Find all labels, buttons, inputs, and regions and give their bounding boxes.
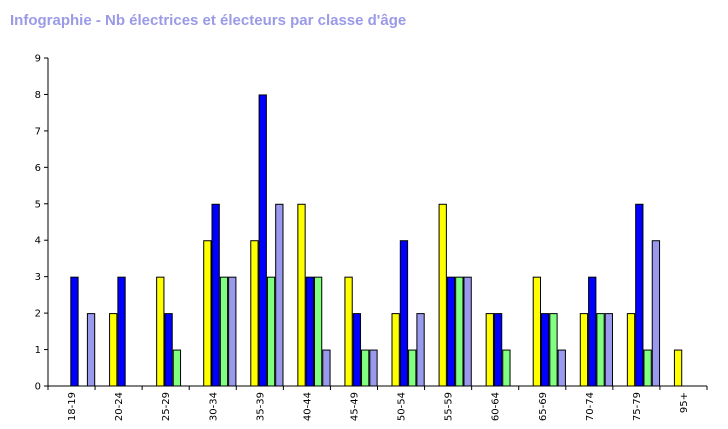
bar [164,313,173,387]
bar [485,313,494,387]
bar [493,313,503,387]
bar [604,313,613,387]
bar [70,276,79,387]
bar [258,94,267,387]
x-tick-label: 60-64 [491,392,502,421]
y-tick-label: 5 [35,199,41,210]
bar [352,313,362,387]
x-tick-label: 50-54 [397,392,408,421]
bar [541,313,550,387]
bar [211,203,220,387]
bar [219,276,229,387]
bar [549,313,558,387]
y-tick-label: 7 [35,126,41,137]
bar [532,276,542,387]
bar [579,313,589,387]
x-tick-label: 55-59 [444,392,455,421]
bar [463,276,472,387]
bar [438,203,447,387]
bar [635,203,644,387]
bar [117,276,126,387]
bar [228,276,237,387]
chart-title: Infographie - Nb électrices et électeurs… [10,12,407,29]
bar [455,276,464,387]
x-tick-label: 18-19 [67,392,78,421]
x-tick-label: 35-39 [255,392,266,421]
x-tick-label: 65-69 [538,392,549,421]
axes-layer: 0 1 2 3 4 5 6 7 8 9 18-19 20-24 25-29 30-34 35-39 40-44… [35,54,708,421]
bar [322,349,331,387]
bar [361,349,370,387]
bar [369,349,378,387]
y-tick-label: 2 [35,309,41,320]
bar [446,276,456,387]
bar [266,276,276,387]
y-tick-label: 0 [35,382,41,393]
bar [86,313,96,387]
bar [416,313,425,387]
bar [588,276,597,387]
y-tick-label: 4 [35,236,41,247]
x-tick-label: 25-29 [161,392,172,421]
bar [250,240,259,387]
bar [399,240,409,387]
bar [391,313,400,387]
bar [502,349,511,387]
bar [557,349,566,387]
bar [626,313,636,387]
y-tick-label: 6 [35,163,41,174]
x-tick-label: 75-79 [632,392,643,421]
y-tick-label: 8 [35,90,41,101]
bars-layer [70,94,683,387]
x-tick-label: 45-49 [349,392,360,421]
x-tick-label: 70-74 [585,392,596,421]
y-tick-label: 1 [35,345,41,356]
x-tick-label: 40-44 [302,392,313,421]
x-tick-label: 20-24 [114,392,125,421]
bar [643,349,652,387]
bar [673,349,683,387]
bar [305,276,314,387]
bar [344,276,353,387]
x-tick-label: 95+ [679,392,690,413]
bar [275,203,284,387]
y-tick-label: 3 [35,272,41,283]
x-tick-label: 30-34 [208,392,219,421]
y-tick-label: 9 [35,54,41,65]
bar [313,276,323,387]
bar [172,349,182,387]
bar [408,349,417,387]
bar [651,240,661,387]
bar [109,313,118,387]
bar [203,240,212,387]
bar [297,203,306,387]
bar [596,313,605,387]
bar [156,276,165,387]
